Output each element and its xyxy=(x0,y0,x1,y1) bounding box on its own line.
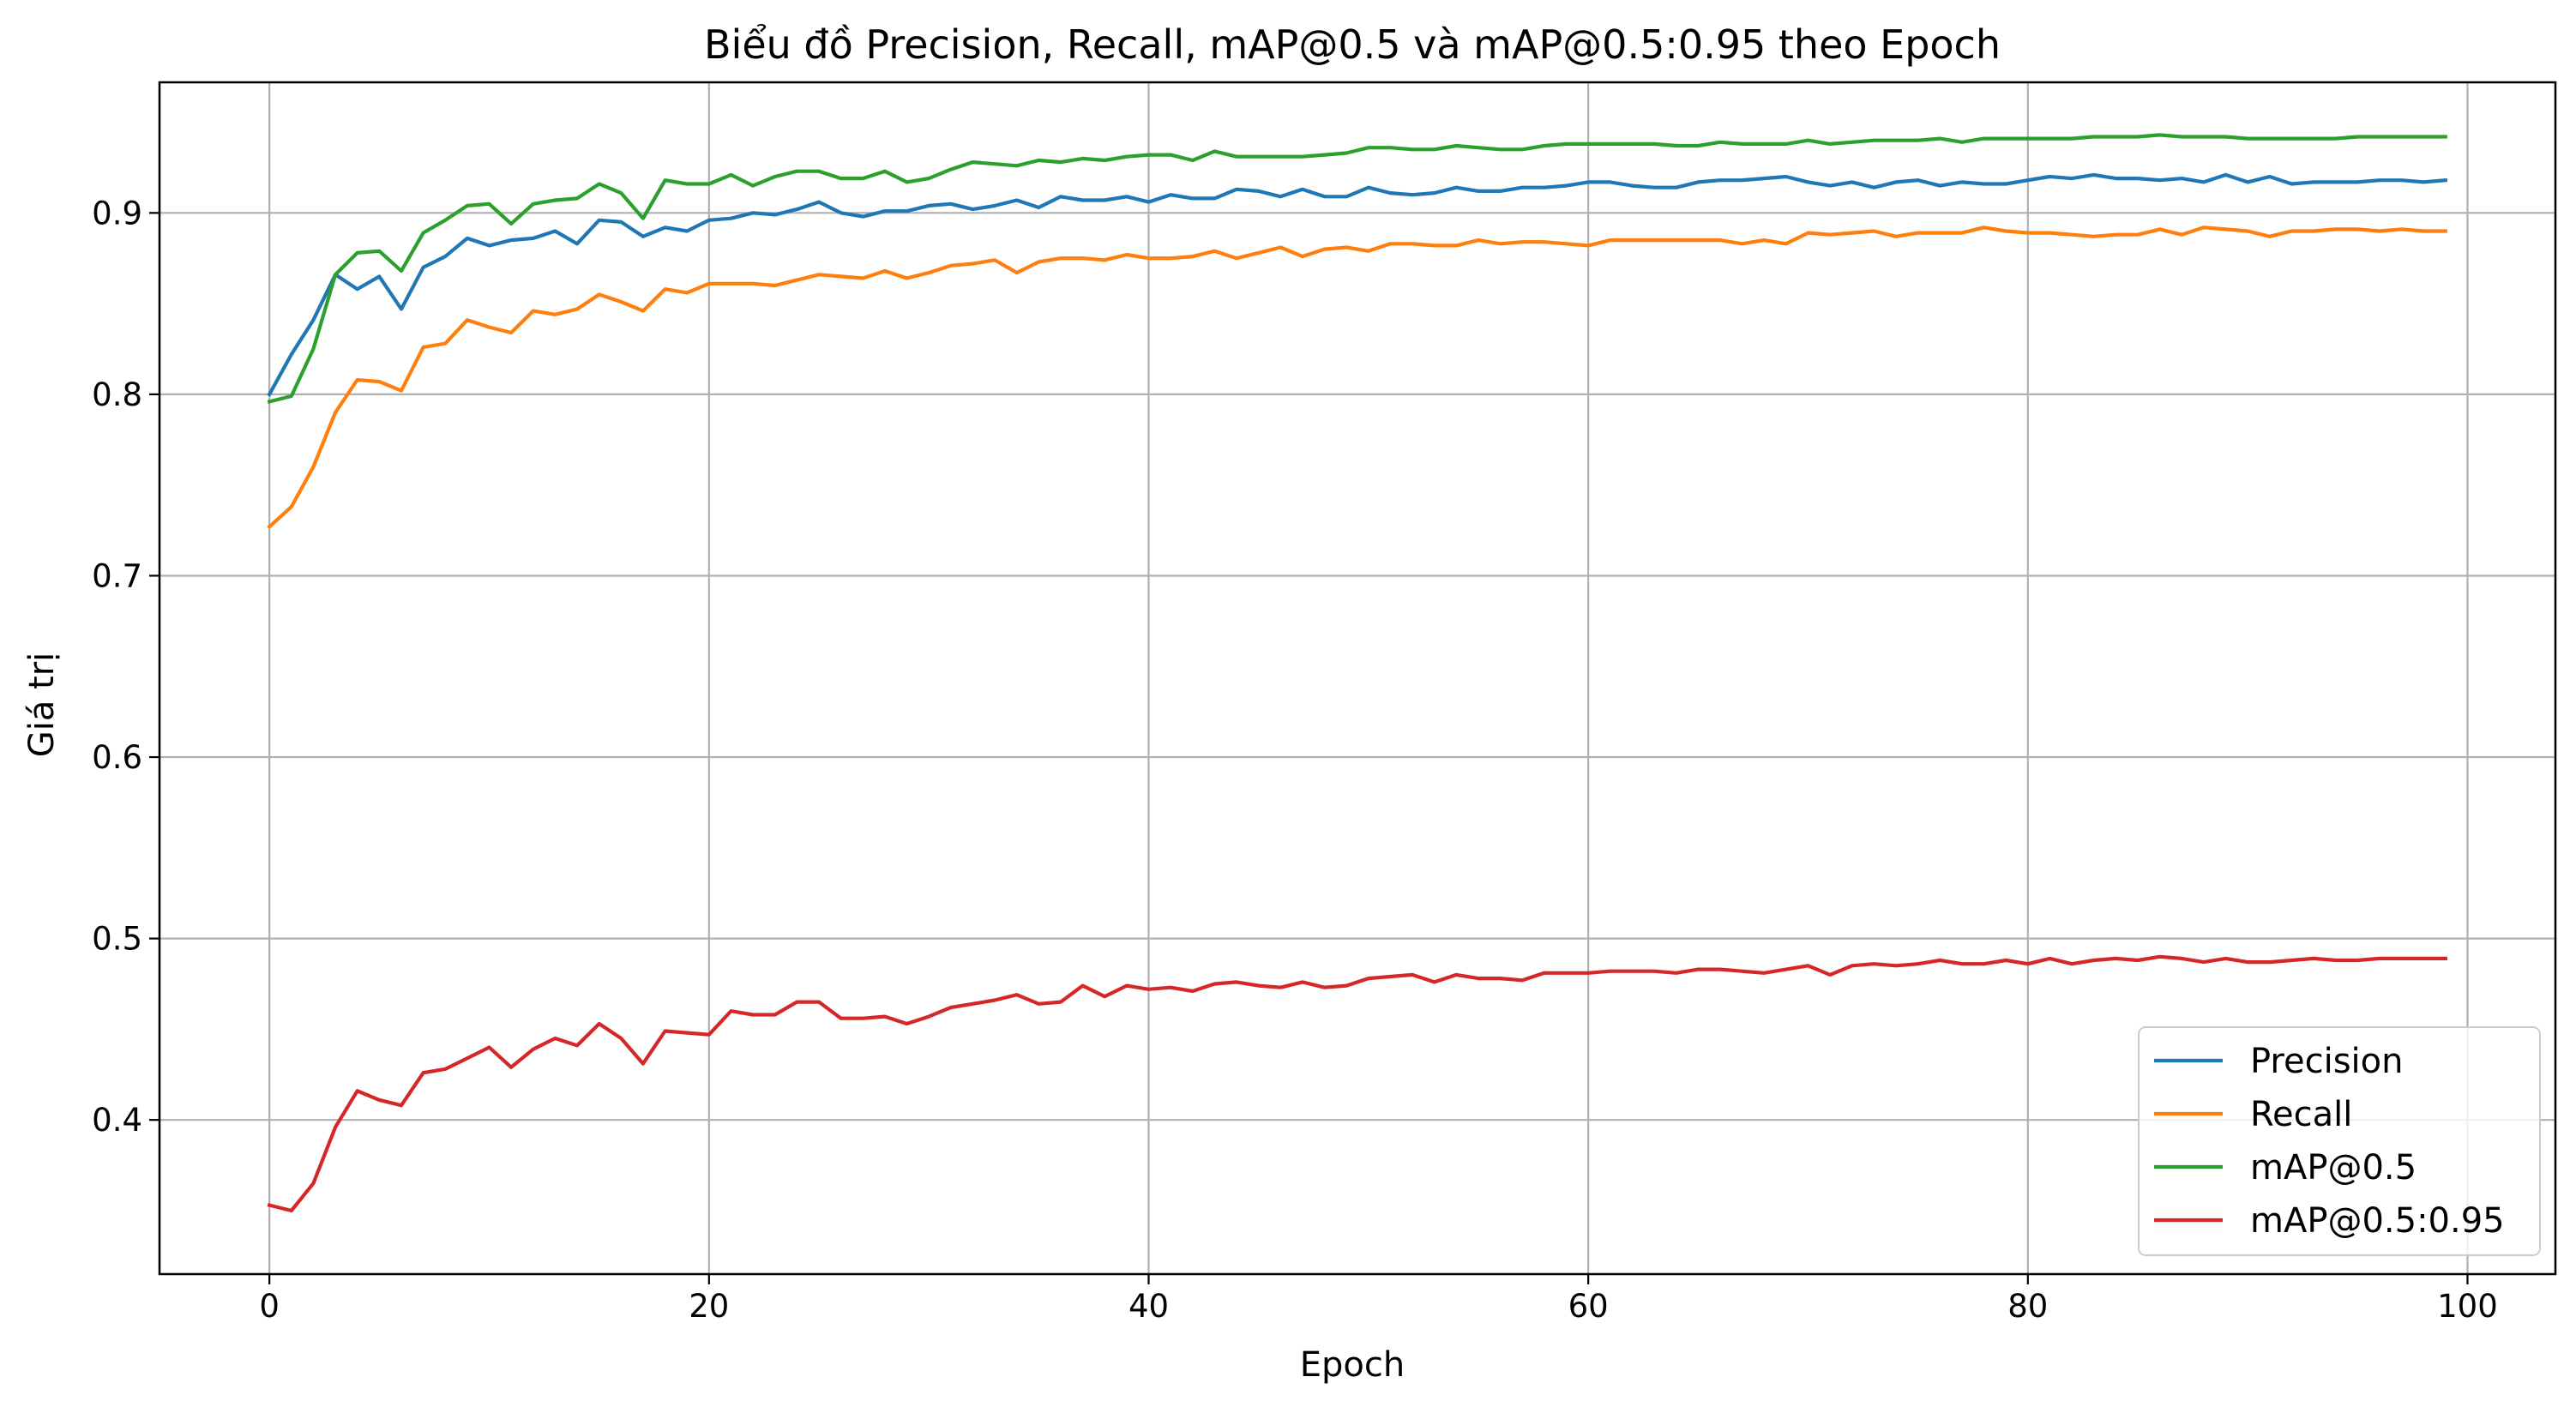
series-lines xyxy=(267,133,2448,1213)
legend: Precision Recall mAP@0.5 mAP@0.5:0.95 xyxy=(2138,1026,2541,1256)
legend-label: mAP@0.5:0.95 xyxy=(2250,1201,2505,1241)
chart-title: Biểu đồ Precision, Recall, mAP@0.5 và mA… xyxy=(704,21,2001,68)
y-tick-label: 0.7 xyxy=(92,557,142,594)
x-tick-label: 0 xyxy=(259,1288,280,1325)
y-axis-label: Giá trị xyxy=(22,652,62,758)
y-tick-label: 0.9 xyxy=(92,195,142,231)
plot-area-frame xyxy=(158,81,2557,1276)
legend-label: mAP@0.5 xyxy=(2250,1148,2417,1188)
y-axis-ticks: 0.4 0.5 0.6 0.7 0.8 0.9 xyxy=(92,195,159,1139)
x-tick-label: 60 xyxy=(1568,1288,1609,1325)
series-line-map-0-5-0-95 xyxy=(267,954,2447,1213)
legend-box xyxy=(2138,1026,2541,1256)
x-axis-ticks: 0 20 40 60 80 100 xyxy=(259,1274,2498,1325)
y-tick-label: 0.6 xyxy=(92,739,142,776)
grid-lines xyxy=(159,82,2555,1274)
x-tick-label: 80 xyxy=(2007,1288,2048,1325)
y-tick-label: 0.5 xyxy=(92,921,142,958)
series-line-recall xyxy=(267,225,2447,530)
y-tick-label: 0.4 xyxy=(92,1102,142,1139)
y-tick-label: 0.8 xyxy=(92,376,142,413)
x-tick-label: 40 xyxy=(1129,1288,1169,1325)
x-axis-label: Epoch xyxy=(1300,1345,1405,1385)
legend-label: Recall xyxy=(2250,1095,2352,1134)
legend-label: Precision xyxy=(2250,1042,2403,1081)
x-tick-label: 20 xyxy=(689,1288,729,1325)
series-line-precision xyxy=(267,172,2448,397)
series-line-map-0-5 xyxy=(267,133,2447,404)
x-tick-label: 100 xyxy=(2437,1288,2498,1325)
